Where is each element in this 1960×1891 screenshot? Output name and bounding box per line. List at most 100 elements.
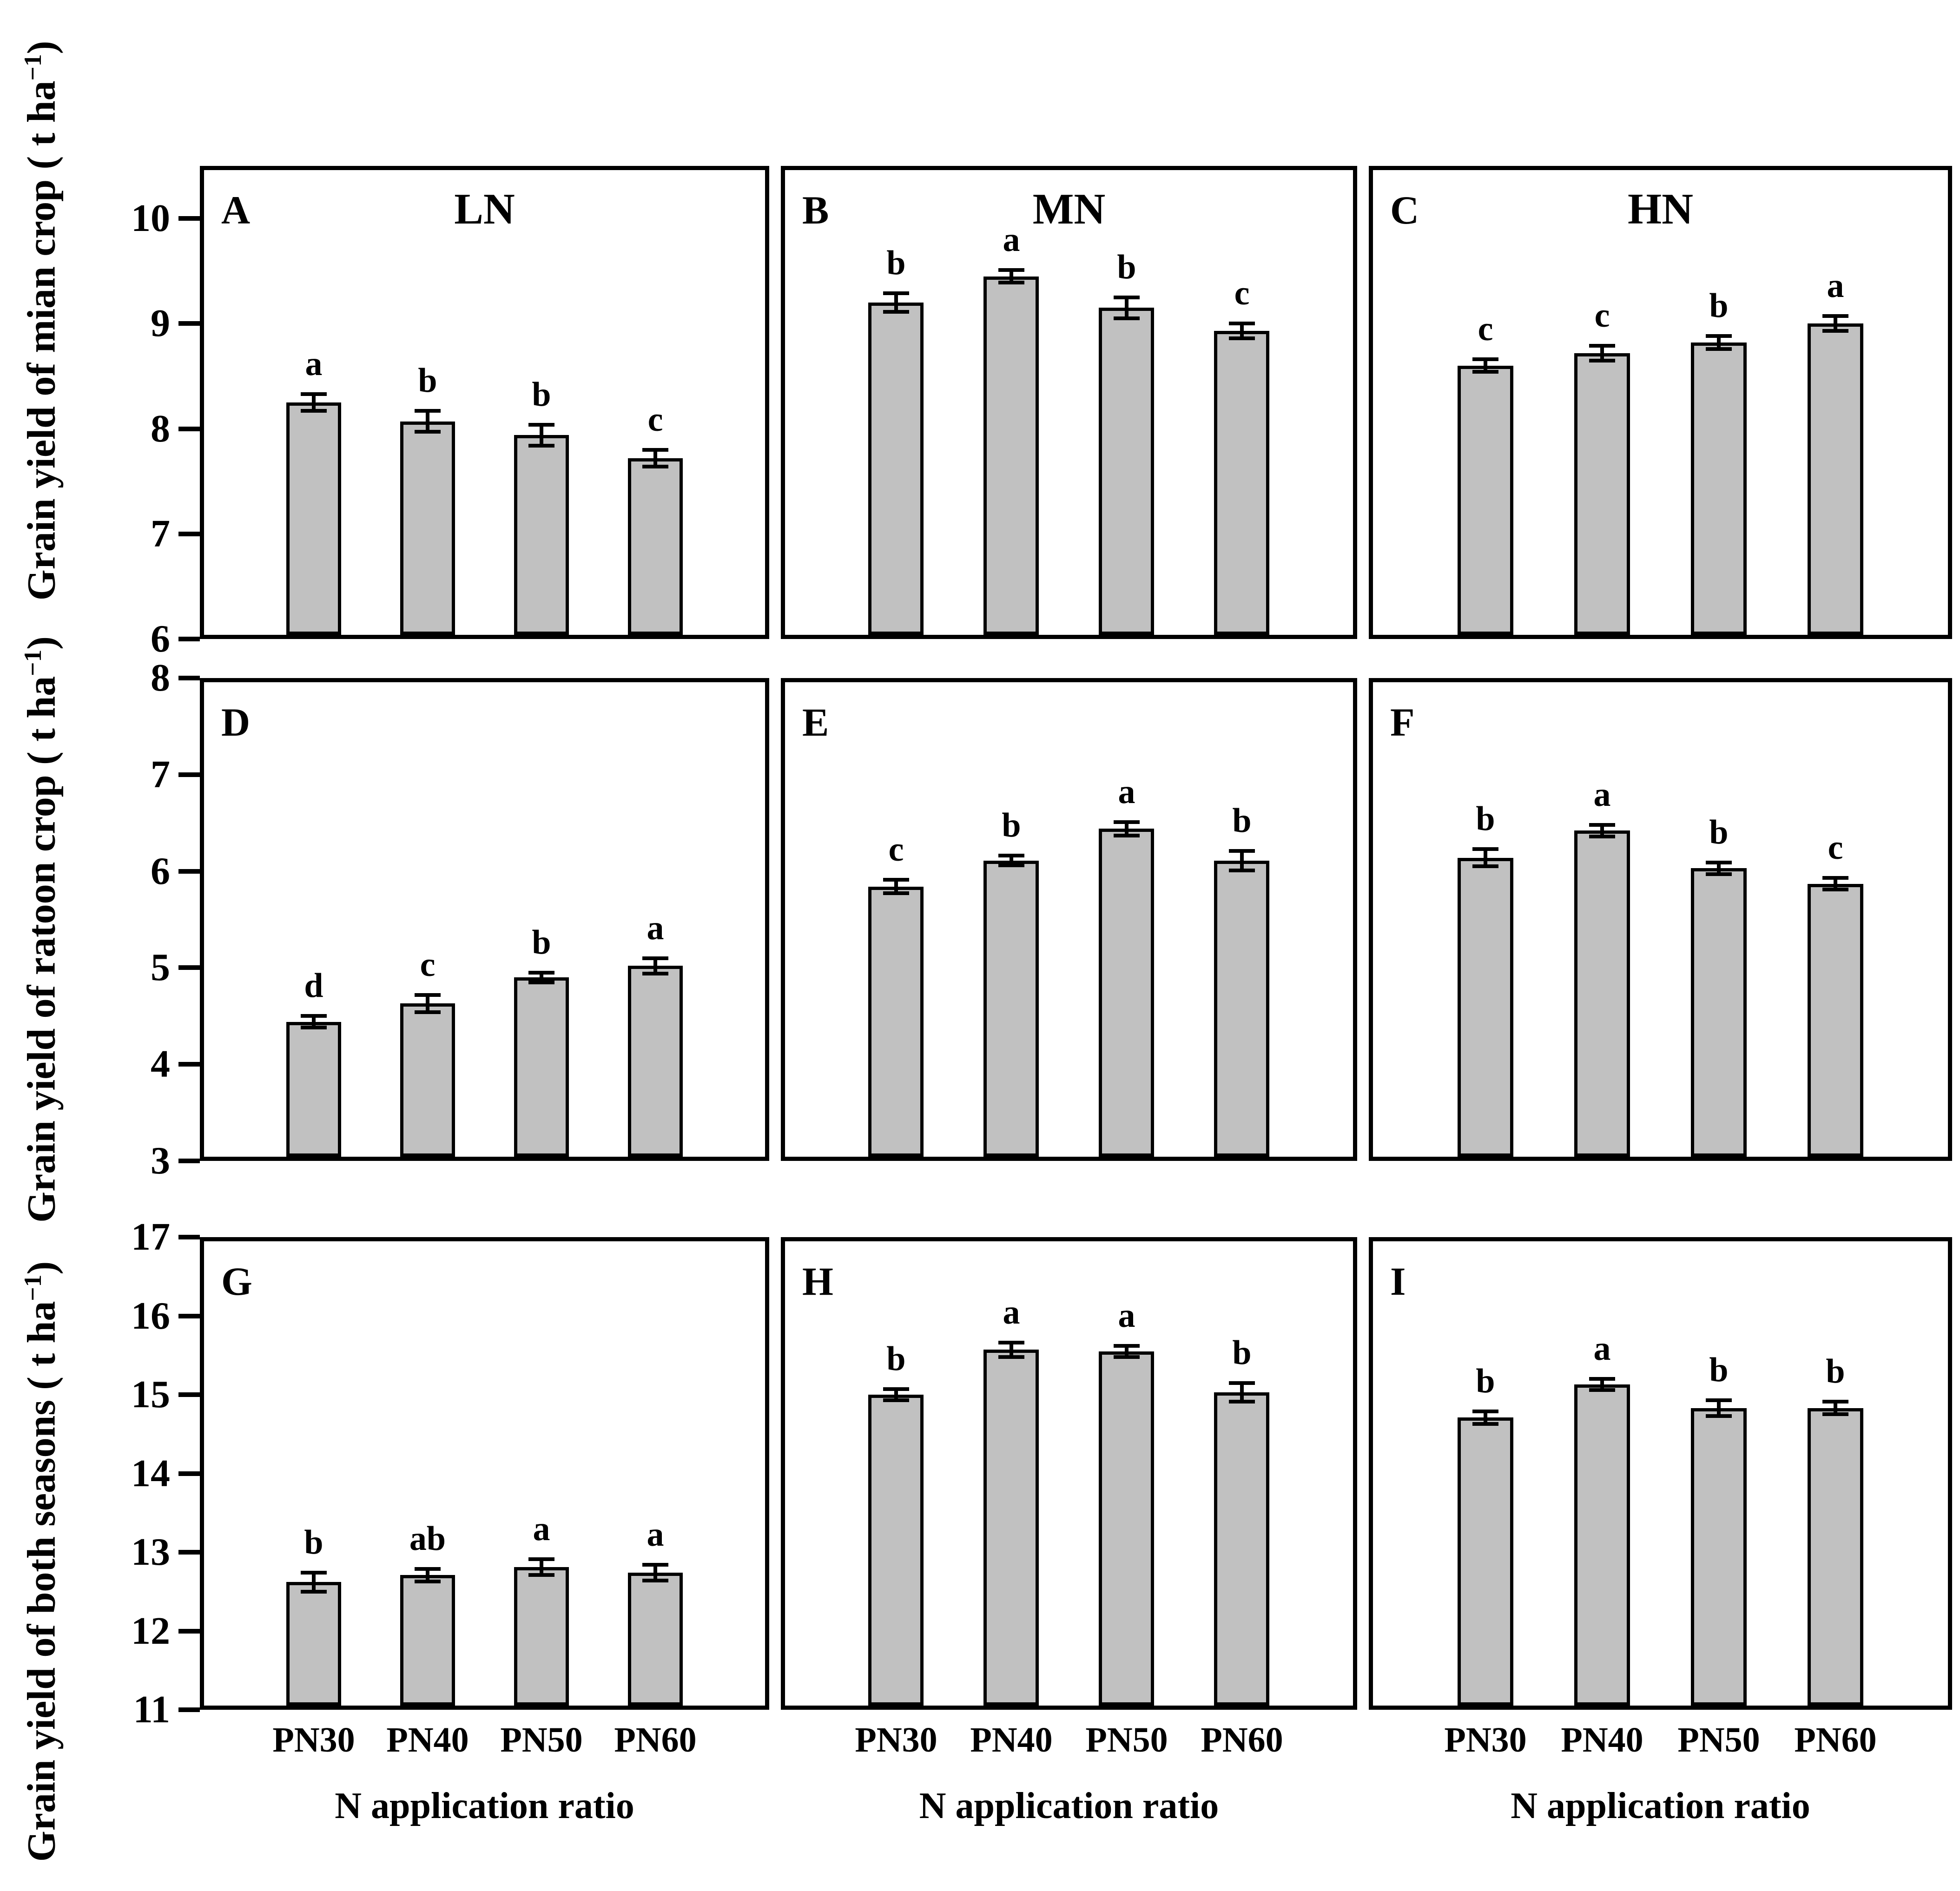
error-bar <box>1010 1343 1013 1357</box>
error-bar-cap-top <box>301 392 327 396</box>
y-axis-title-text: Grain yield of both seasons ( t ha <box>19 1301 64 1862</box>
error-bar <box>1484 849 1487 866</box>
x-tick-label: PN60 <box>614 1720 697 1759</box>
bar-a-pn60 <box>628 458 683 635</box>
x-axis-title-ln: N application ratio <box>335 1786 634 1826</box>
error-bar-cap-top <box>1589 823 1615 827</box>
error-bar <box>1010 270 1013 283</box>
y-tick-label: 8 <box>151 656 170 699</box>
bar-f-pn60 <box>1808 884 1863 1157</box>
y-tick-label: 12 <box>131 1609 170 1653</box>
error-bar-cap-bottom <box>1229 1400 1255 1403</box>
error-bar-cap-top <box>528 971 554 975</box>
significance-letter: a <box>647 1515 664 1554</box>
error-bar <box>426 1569 429 1581</box>
error-bar-cap-bottom <box>1589 359 1615 362</box>
y-axis-title-suffix: ) <box>19 40 64 54</box>
error-bar <box>540 1559 543 1575</box>
bar-i-pn50 <box>1691 1408 1747 1706</box>
error-bar <box>1717 336 1721 349</box>
error-bar-cap-top <box>1114 1344 1140 1348</box>
error-bar <box>653 450 657 467</box>
y-axis-tick <box>178 1062 200 1067</box>
bar-d-pn60 <box>628 966 683 1157</box>
significance-letter: a <box>1118 1297 1135 1335</box>
error-bar-cap-top <box>998 268 1024 272</box>
significance-letter: b <box>1232 1334 1252 1372</box>
error-bar <box>1600 825 1604 837</box>
y-axis-tick <box>178 216 200 221</box>
significance-letter: c <box>1594 296 1610 335</box>
error-bar-cap-top <box>1822 876 1848 880</box>
panel-title-mn: MN <box>1032 185 1106 233</box>
significance-letter: c <box>888 830 904 869</box>
panel-letter-i: I <box>1390 1259 1406 1304</box>
y-tick-label: 5 <box>151 946 170 989</box>
x-tick-label: PN50 <box>1677 1720 1760 1759</box>
panel-letter-g: G <box>221 1259 252 1304</box>
bar-f-pn30 <box>1458 858 1513 1157</box>
panel-title-hn: HN <box>1628 185 1693 233</box>
panel-f <box>1369 678 1952 1161</box>
error-bar-cap-bottom <box>415 1580 441 1583</box>
bar-g-pn30 <box>286 1582 341 1706</box>
error-bar-cap-top <box>415 1567 441 1571</box>
error-bar-cap-top <box>883 291 909 295</box>
error-bar-cap-top <box>1822 1400 1848 1403</box>
panel-e <box>781 678 1357 1161</box>
error-bar-cap-bottom <box>1229 869 1255 872</box>
significance-letter: a <box>1593 1330 1611 1368</box>
y-axis-title-text: Grain yield of ratoon crop ( t ha <box>19 676 64 1223</box>
error-bar <box>312 394 316 411</box>
bar-h-pn50 <box>1099 1351 1154 1706</box>
bar-e-pn30 <box>868 887 924 1157</box>
bar-d-pn30 <box>286 1022 341 1157</box>
error-bar <box>894 1389 898 1400</box>
error-bar-cap-top <box>1589 344 1615 348</box>
significance-letter: b <box>1232 802 1252 840</box>
y-axis-title-both-seasons: Grain yield of both seasons ( t ha−1) <box>7 1236 64 1887</box>
error-bar-cap-bottom <box>642 972 668 975</box>
y-axis-tick <box>178 1629 200 1634</box>
x-tick-label: PN30 <box>855 1720 937 1759</box>
bar-c-pn60 <box>1808 323 1863 635</box>
significance-letter: a <box>1118 773 1135 811</box>
y-axis-tick <box>178 1707 200 1712</box>
error-bar-cap-top <box>883 878 909 882</box>
error-bar-cap-top <box>1229 1381 1255 1385</box>
panel-letter-d: D <box>221 700 251 745</box>
error-bar-cap-top <box>1114 820 1140 824</box>
error-bar-cap-bottom <box>1114 1355 1140 1359</box>
y-axis-tick <box>178 965 200 970</box>
error-bar-cap-top <box>1114 296 1140 299</box>
bar-b-pn40 <box>983 277 1039 635</box>
error-bar <box>1717 1400 1721 1416</box>
panel-b <box>781 166 1357 639</box>
significance-letter: b <box>1709 813 1729 851</box>
error-bar-cap-bottom <box>1706 347 1732 351</box>
x-axis-title-mn: N application ratio <box>919 1786 1219 1826</box>
error-bar-cap-bottom <box>1589 1388 1615 1392</box>
error-bar-cap-bottom <box>301 1590 327 1594</box>
y-axis-title-superscript: −1 <box>19 54 46 81</box>
error-bar-cap-top <box>998 1341 1024 1344</box>
significance-letter: a <box>647 909 664 947</box>
x-tick-label: PN40 <box>386 1720 469 1759</box>
error-bar-cap-top <box>1472 357 1498 361</box>
error-bar-cap-top <box>1229 322 1255 325</box>
error-bar <box>1240 1383 1244 1402</box>
error-bar <box>653 958 657 974</box>
error-bar <box>1484 359 1487 372</box>
error-bar-cap-top <box>415 993 441 997</box>
significance-letter: c <box>647 401 663 439</box>
panel-letter-b: B <box>802 188 829 232</box>
x-tick-label: PN60 <box>1794 1720 1877 1759</box>
x-tick-label: PN50 <box>1085 1720 1168 1759</box>
error-bar-cap-bottom <box>883 1398 909 1402</box>
error-bar <box>1125 822 1128 836</box>
error-bar-cap-bottom <box>528 444 554 448</box>
significance-letter: d <box>304 967 323 1005</box>
significance-letter: b <box>1709 287 1729 325</box>
error-bar-cap-bottom <box>642 465 668 468</box>
bar-e-pn60 <box>1214 861 1269 1157</box>
